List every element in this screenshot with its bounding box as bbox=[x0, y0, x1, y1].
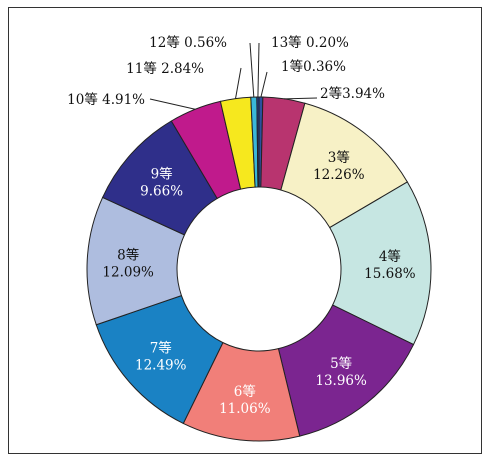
leader-line-11 bbox=[235, 67, 242, 99]
slice-label-name-8: 8等 bbox=[117, 247, 139, 264]
callout-label-10: 10等 4.91% bbox=[67, 91, 145, 108]
leader-line-12 bbox=[249, 42, 255, 98]
slice-label-value-7: 12.49% bbox=[135, 358, 187, 374]
callout-label-2: 2等3.94% bbox=[320, 85, 385, 102]
slice-label-name-7: 7等 bbox=[150, 340, 172, 357]
slice-label-name-9: 9等 bbox=[151, 165, 173, 182]
leader-line-13 bbox=[257, 42, 260, 98]
leader-lines-group bbox=[149, 42, 318, 110]
slice-4 bbox=[329, 181, 432, 346]
slice-label-value-3: 12.26% bbox=[313, 167, 365, 183]
slice-13 bbox=[256, 96, 260, 188]
callout-label-1: 1等0.36% bbox=[281, 58, 346, 75]
slice-label-name-4: 4等 bbox=[379, 248, 401, 265]
callout-label-11: 11等 2.84% bbox=[126, 60, 204, 77]
callout-label-12: 12等 0.56% bbox=[149, 34, 227, 51]
slice-label-value-8: 12.09% bbox=[102, 265, 154, 281]
chart-frame: 1等0.36% 2等3.94% 3等 12.26% 4等 15.68% 5等 13.96% 6等… bbox=[8, 7, 482, 454]
slice-label-value-5: 13.96% bbox=[315, 373, 367, 389]
leader-line-10 bbox=[149, 98, 196, 110]
leader-line-1 bbox=[260, 71, 268, 98]
slice-label-value-4: 15.68% bbox=[364, 266, 416, 282]
slice-label-name-5: 5等 bbox=[330, 355, 352, 372]
leader-line-2 bbox=[284, 97, 318, 100]
slice-label-value-6: 11.06% bbox=[219, 401, 271, 417]
callout-label-13: 13等 0.20% bbox=[271, 34, 349, 51]
slice-label-value-9: 9.66% bbox=[140, 183, 183, 199]
slice-label-name-3: 3等 bbox=[328, 149, 350, 166]
slice-label-name-6: 6等 bbox=[234, 383, 256, 400]
slices-group bbox=[86, 96, 432, 442]
